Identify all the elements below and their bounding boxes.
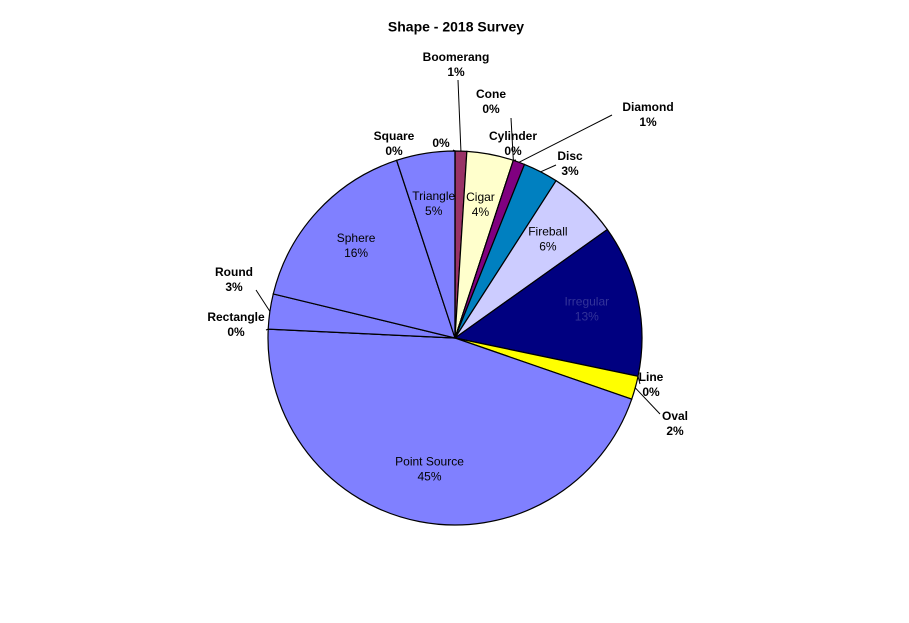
value-label: 1% [447,65,465,79]
value-label: 3% [561,164,579,178]
category-label: Sphere [337,231,376,245]
value-label: 0% [432,136,450,150]
value-label: 2% [666,424,684,438]
pie-slice [267,328,633,526]
leader-line [457,79,462,152]
value-label: 6% [539,240,557,254]
value-label: 16% [344,246,368,260]
leader-line [518,114,613,163]
category-label: Line [639,370,664,384]
category-label: Cigar [466,190,495,204]
leader-line [540,164,557,173]
value-label: 1% [639,115,657,129]
category-label: Triangle [412,189,455,203]
category-label: Boomerang [423,50,490,64]
category-label: Point Source [395,454,464,468]
value-label: 4% [472,205,490,219]
category-label: Diamond [622,100,673,114]
value-label: 13% [575,310,599,324]
value-label: 0% [504,144,522,158]
pie-slice [272,159,456,339]
chart-title: Shape - 2018 Survey [388,19,524,35]
category-label: Irregular [564,295,609,309]
category-label: Cone [476,87,506,101]
value-label: 0% [642,385,660,399]
category-label: Oval [662,409,688,423]
category-label: Round [215,265,253,279]
category-label: Fireball [528,225,567,239]
value-label: 0% [227,325,245,339]
category-label: Cylinder [489,129,537,143]
category-label: Rectangle [207,310,265,324]
value-label: 45% [418,469,442,483]
value-label: 0% [385,144,403,158]
leader-line [452,149,456,152]
leader-line [634,387,661,415]
leader-line [255,289,271,312]
value-label: 0% [482,102,500,116]
value-label: 5% [425,204,443,218]
value-label: 3% [225,280,243,294]
category-label: Disc [557,149,583,163]
category-label: Square [374,129,415,143]
leader-line [510,117,514,161]
pie-slice [453,228,643,378]
